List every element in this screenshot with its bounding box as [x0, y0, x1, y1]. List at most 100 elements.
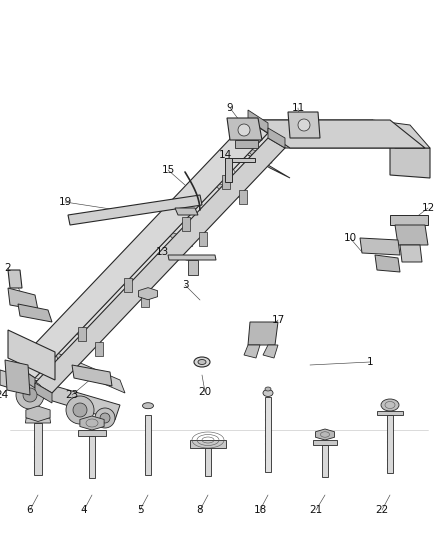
Text: 2: 2: [5, 263, 11, 273]
Polygon shape: [400, 245, 422, 262]
Polygon shape: [141, 293, 149, 307]
Text: 23: 23: [65, 390, 79, 400]
Polygon shape: [145, 415, 151, 475]
Polygon shape: [322, 445, 328, 477]
Polygon shape: [248, 322, 278, 345]
Polygon shape: [395, 225, 428, 245]
Text: 6: 6: [27, 505, 33, 515]
Polygon shape: [68, 195, 202, 225]
Polygon shape: [268, 133, 408, 148]
Text: 17: 17: [272, 315, 285, 325]
Polygon shape: [55, 352, 125, 393]
Polygon shape: [72, 365, 112, 386]
Polygon shape: [15, 120, 268, 378]
Polygon shape: [8, 288, 38, 310]
Polygon shape: [118, 279, 146, 295]
Circle shape: [73, 403, 87, 417]
Polygon shape: [390, 215, 428, 225]
Circle shape: [298, 119, 310, 131]
Polygon shape: [78, 327, 85, 341]
Polygon shape: [34, 423, 42, 475]
Polygon shape: [18, 304, 52, 322]
Ellipse shape: [265, 387, 271, 391]
Polygon shape: [183, 217, 191, 231]
Polygon shape: [315, 429, 335, 440]
Polygon shape: [8, 270, 22, 288]
Polygon shape: [205, 448, 211, 476]
Ellipse shape: [263, 390, 273, 397]
Ellipse shape: [198, 359, 206, 365]
Polygon shape: [164, 230, 193, 246]
Circle shape: [66, 396, 94, 424]
Polygon shape: [35, 133, 285, 383]
Text: 18: 18: [253, 505, 267, 515]
Polygon shape: [248, 155, 290, 178]
Text: 12: 12: [421, 203, 434, 213]
Polygon shape: [15, 365, 35, 388]
Circle shape: [100, 413, 110, 423]
Polygon shape: [265, 397, 271, 472]
Polygon shape: [268, 128, 285, 148]
Ellipse shape: [194, 357, 210, 367]
Polygon shape: [168, 255, 216, 260]
Text: 4: 4: [81, 505, 87, 515]
Polygon shape: [5, 360, 30, 395]
Polygon shape: [387, 415, 393, 473]
Polygon shape: [390, 148, 430, 178]
Polygon shape: [244, 345, 260, 358]
Polygon shape: [71, 328, 100, 344]
Polygon shape: [248, 120, 392, 133]
Polygon shape: [239, 190, 247, 204]
Polygon shape: [26, 406, 50, 422]
Circle shape: [16, 381, 44, 409]
Polygon shape: [313, 440, 337, 445]
Polygon shape: [175, 208, 198, 215]
Ellipse shape: [381, 399, 399, 411]
Polygon shape: [372, 120, 430, 148]
Text: 11: 11: [291, 103, 304, 113]
Polygon shape: [199, 232, 208, 246]
Polygon shape: [288, 112, 320, 138]
Polygon shape: [8, 330, 55, 380]
Circle shape: [95, 408, 115, 428]
Text: 13: 13: [155, 247, 169, 257]
Polygon shape: [222, 175, 230, 189]
Polygon shape: [124, 278, 132, 292]
Polygon shape: [80, 416, 104, 430]
Text: 22: 22: [375, 505, 389, 515]
Polygon shape: [263, 345, 278, 358]
Polygon shape: [244, 147, 272, 163]
Text: 8: 8: [197, 505, 203, 515]
Polygon shape: [360, 238, 400, 255]
Polygon shape: [35, 138, 285, 393]
Polygon shape: [35, 383, 52, 403]
Text: 3: 3: [182, 280, 188, 290]
Polygon shape: [95, 342, 102, 356]
Text: 1: 1: [367, 357, 373, 367]
Polygon shape: [188, 260, 198, 275]
Polygon shape: [225, 158, 232, 182]
Text: 19: 19: [58, 197, 72, 207]
Text: 21: 21: [309, 505, 323, 515]
Text: 24: 24: [0, 390, 9, 400]
Polygon shape: [138, 288, 158, 300]
Polygon shape: [235, 140, 258, 148]
Polygon shape: [25, 418, 51, 423]
Polygon shape: [211, 181, 240, 197]
Text: 14: 14: [219, 150, 232, 160]
Text: 15: 15: [161, 165, 175, 175]
Polygon shape: [248, 120, 425, 148]
Polygon shape: [375, 255, 400, 272]
Text: 9: 9: [227, 103, 233, 113]
Text: 5: 5: [137, 505, 143, 515]
Circle shape: [23, 388, 37, 402]
Polygon shape: [227, 118, 262, 140]
Polygon shape: [0, 370, 120, 420]
Circle shape: [238, 124, 250, 136]
Text: 10: 10: [343, 233, 357, 243]
Polygon shape: [377, 411, 403, 415]
Polygon shape: [248, 110, 268, 133]
Polygon shape: [190, 440, 226, 448]
Ellipse shape: [142, 403, 153, 409]
Polygon shape: [225, 158, 255, 162]
